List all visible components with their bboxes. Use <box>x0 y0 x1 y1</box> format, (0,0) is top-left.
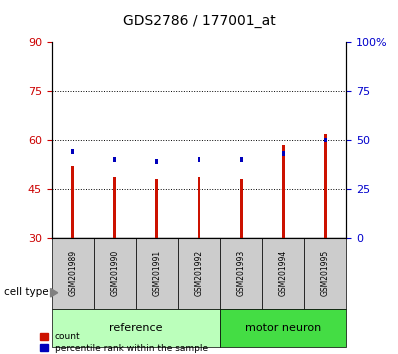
Text: GDS2786 / 177001_at: GDS2786 / 177001_at <box>123 14 275 28</box>
Text: GSM201990: GSM201990 <box>110 250 119 296</box>
FancyBboxPatch shape <box>52 238 94 309</box>
FancyBboxPatch shape <box>220 238 262 309</box>
Bar <box>324 133 327 238</box>
FancyBboxPatch shape <box>304 238 346 309</box>
FancyBboxPatch shape <box>262 238 304 309</box>
Bar <box>156 179 158 238</box>
Text: reference: reference <box>109 323 163 333</box>
Polygon shape <box>51 289 58 297</box>
Bar <box>197 157 201 162</box>
Bar <box>113 177 116 238</box>
Bar <box>113 157 116 162</box>
Text: GSM201992: GSM201992 <box>195 250 203 296</box>
FancyBboxPatch shape <box>94 238 136 309</box>
Text: GSM201991: GSM201991 <box>152 250 162 296</box>
Text: GSM201994: GSM201994 <box>279 250 288 296</box>
Bar <box>197 177 201 238</box>
Bar <box>71 149 74 154</box>
Bar <box>71 166 74 238</box>
FancyBboxPatch shape <box>136 238 178 309</box>
FancyBboxPatch shape <box>178 238 220 309</box>
Text: GSM201993: GSM201993 <box>236 250 246 296</box>
Legend: count, percentile rank within the sample: count, percentile rank within the sample <box>40 332 208 353</box>
Bar <box>324 138 327 143</box>
Bar <box>282 145 285 238</box>
Text: cell type: cell type <box>4 287 49 297</box>
Bar <box>156 159 158 164</box>
Bar <box>240 179 242 238</box>
Bar <box>240 157 242 162</box>
FancyBboxPatch shape <box>220 309 346 347</box>
FancyBboxPatch shape <box>52 309 220 347</box>
Text: motor neuron: motor neuron <box>245 323 321 333</box>
Bar <box>282 151 285 156</box>
Text: GSM201989: GSM201989 <box>68 250 77 296</box>
Text: GSM201995: GSM201995 <box>321 250 330 296</box>
